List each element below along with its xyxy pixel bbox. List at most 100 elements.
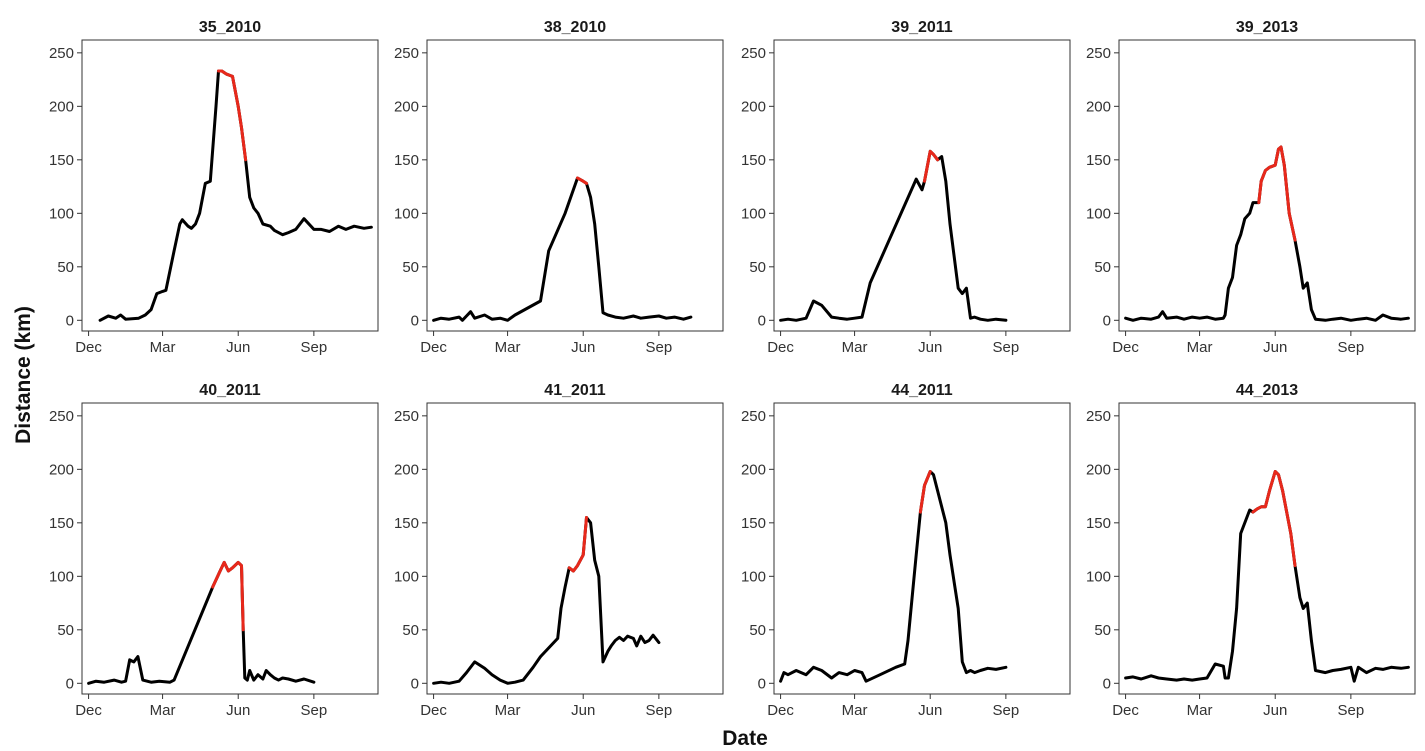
y-tick-label: 50 <box>402 259 419 276</box>
y-tick-label: 100 <box>1086 568 1111 585</box>
y-tick-label: 150 <box>49 515 74 532</box>
x-tick-label: Jun <box>226 339 250 356</box>
y-tick-label: 0 <box>1103 675 1111 692</box>
highlight-segment <box>1251 470 1297 568</box>
y-tick-label: 200 <box>49 98 74 115</box>
series-line <box>432 176 693 322</box>
panel-44_2011: 44_2011 0 50 100 150 200 250 Dec Mar Jun Sep <box>741 382 1071 719</box>
y-tick-label: 250 <box>49 408 74 425</box>
panel-40_2011: 40_2011 0 50 100 150 200 250 Dec Mar Jun Sep <box>49 382 379 719</box>
y-tick-label: 0 <box>411 675 419 692</box>
x-tick-label: Dec <box>767 702 794 719</box>
x-tick-label: Sep <box>301 339 328 356</box>
x-tick-label: Mar <box>150 339 176 356</box>
panel-title: 38_2010 <box>544 19 606 36</box>
x-tick-label: Mar <box>495 339 521 356</box>
panel-39_2011: 39_2011 0 50 100 150 200 250 Dec Mar Jun Sep <box>741 19 1071 356</box>
x-tick-label: Dec <box>420 702 447 719</box>
x-tick-label: Dec <box>1112 339 1139 356</box>
y-tick-label: 150 <box>49 152 74 169</box>
y-tick-label: 250 <box>394 408 419 425</box>
panel-frame <box>773 39 1071 332</box>
y-tick-label: 150 <box>394 152 419 169</box>
highlight-segment <box>217 69 248 162</box>
y-tick-label: 150 <box>741 515 766 532</box>
y-tick-label: 200 <box>1086 98 1111 115</box>
y-tick-label: 100 <box>741 568 766 585</box>
y-tick-label: 100 <box>741 205 766 222</box>
panel-38_2010: 38_2010 0 50 100 150 200 250 Dec Mar Jun Sep <box>394 19 724 356</box>
series-line <box>87 560 316 685</box>
x-tick-label: Mar <box>1187 339 1213 356</box>
y-tick-label: 50 <box>57 259 74 276</box>
y-tick-label: 150 <box>394 515 419 532</box>
y-tick-label: 0 <box>1103 312 1111 329</box>
panel-title: 39_2011 <box>891 19 953 36</box>
panel-frame <box>773 402 1071 695</box>
y-tick-label: 100 <box>1086 205 1111 222</box>
x-tick-label: Jun <box>226 702 250 719</box>
y-tick-label: 250 <box>741 408 766 425</box>
panel-title: 40_2011 <box>199 382 261 399</box>
x-tick-label: Dec <box>767 339 794 356</box>
highlight-segment <box>211 560 245 632</box>
panel-35_2010: 35_2010 0 50 100 150 200 250 Dec Mar Jun Sep <box>49 19 379 356</box>
x-tick-label: Sep <box>1338 339 1365 356</box>
highlight-segment <box>918 470 932 514</box>
x-tick-label: Jun <box>571 702 595 719</box>
y-tick-label: 0 <box>411 312 419 329</box>
y-tick-label: 150 <box>1086 152 1111 169</box>
x-tick-label: Mar <box>1187 702 1213 719</box>
y-tick-label: 250 <box>741 45 766 62</box>
x-tick-label: Mar <box>495 702 521 719</box>
y-tick-label: 200 <box>1086 461 1111 478</box>
y-tick-label: 100 <box>394 568 419 585</box>
x-tick-label: Dec <box>75 339 102 356</box>
y-tick-label: 200 <box>394 461 419 478</box>
series-line <box>779 470 1008 683</box>
y-tick-label: 50 <box>1094 622 1111 639</box>
series-line <box>1124 145 1410 322</box>
y-tick-label: 250 <box>1086 45 1111 62</box>
y-tick-label: 250 <box>49 45 74 62</box>
highlight-segment <box>567 516 588 573</box>
highlight-segment <box>923 149 940 183</box>
y-tick-label: 50 <box>57 622 74 639</box>
panel-39_2013: 39_2013 0 50 100 150 200 250 Dec Mar Jun Sep <box>1086 19 1416 356</box>
y-tick-label: 0 <box>66 312 74 329</box>
y-tick-label: 50 <box>749 622 766 639</box>
y-tick-label: 100 <box>49 205 74 222</box>
x-tick-label: Jun <box>918 702 942 719</box>
panel-title: 44_2011 <box>891 382 953 399</box>
y-tick-label: 50 <box>1094 259 1111 276</box>
y-tick-label: 0 <box>758 675 766 692</box>
x-tick-label: Sep <box>646 339 673 356</box>
y-tick-label: 100 <box>49 568 74 585</box>
y-tick-label: 200 <box>741 461 766 478</box>
panel-title: 44_2013 <box>1236 382 1298 399</box>
panel-41_2011: 41_2011 0 50 100 150 200 250 Dec Mar Jun Sep <box>394 382 724 719</box>
panel-frame <box>1118 402 1416 695</box>
y-tick-label: 150 <box>741 152 766 169</box>
highlight-segment <box>1257 145 1297 242</box>
x-tick-label: Dec <box>1112 702 1139 719</box>
panel-frame <box>81 402 379 695</box>
x-tick-label: Mar <box>842 339 868 356</box>
panel-title: 41_2011 <box>544 382 606 399</box>
series-line <box>779 149 1008 322</box>
series-line <box>432 516 661 685</box>
x-tick-label: Jun <box>1263 702 1287 719</box>
panel-frame <box>1118 39 1416 332</box>
panel-44_2013: 44_2013 0 50 100 150 200 250 Dec Mar Jun Sep <box>1086 382 1416 719</box>
x-tick-label: Sep <box>646 702 673 719</box>
x-tick-label: Sep <box>1338 702 1365 719</box>
x-tick-label: Dec <box>75 702 102 719</box>
x-tick-label: Jun <box>571 339 595 356</box>
y-tick-label: 50 <box>402 622 419 639</box>
y-tick-label: 0 <box>758 312 766 329</box>
panel-title: 39_2013 <box>1236 19 1298 36</box>
y-axis-title: Distance (km) <box>12 306 35 444</box>
y-tick-label: 250 <box>1086 408 1111 425</box>
y-tick-label: 200 <box>49 461 74 478</box>
x-tick-label: Mar <box>842 702 868 719</box>
